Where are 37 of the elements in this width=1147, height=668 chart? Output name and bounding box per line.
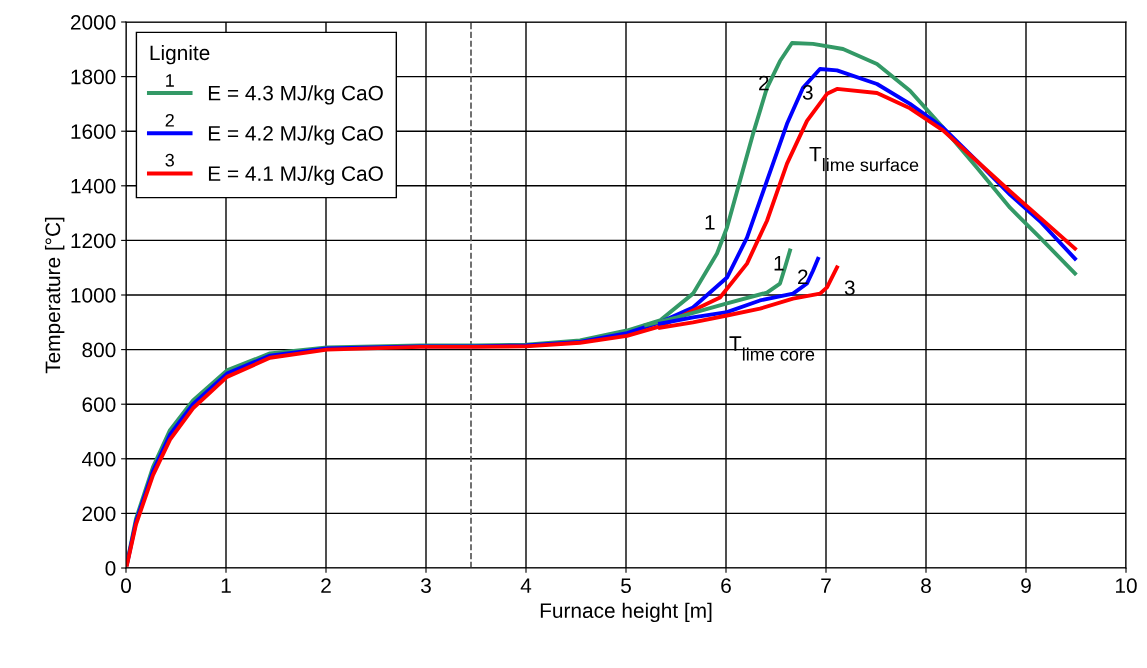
x-tick-label: 1: [221, 578, 231, 593]
annotation: 1: [166, 74, 174, 87]
x-tick-label: 2: [321, 578, 331, 593]
annotation: 2: [798, 269, 808, 285]
y-tick-label: 400: [82, 451, 116, 467]
y-tick-label: 1000: [71, 288, 116, 303]
y-tick-label: 1400: [71, 178, 116, 194]
legend-label: E = 4.1 MJ/kg CaO: [208, 165, 383, 186]
annotation: 2: [165, 113, 174, 127]
legend-label: E = 4.2 MJ/kg CaO: [208, 125, 383, 145]
annotation: 3: [802, 84, 813, 100]
x-tick-label: 8: [921, 578, 931, 594]
legend-title: Lignite: [150, 44, 210, 65]
y-tick-label: 200: [82, 506, 116, 522]
y-axis-title: Temperature [°C]: [44, 217, 65, 374]
y-tick-label: 1200: [71, 233, 116, 249]
x-axis-title: Furnace height [m]: [540, 602, 712, 623]
annotation: 3: [844, 280, 855, 296]
x-tick-label: 6: [721, 578, 731, 594]
annotation: 1: [774, 256, 784, 271]
x-tick-label: 4: [520, 578, 532, 593]
legend-label: E = 4.3 MJ/kg CaO: [208, 85, 383, 105]
y-tick-label: 1800: [71, 69, 116, 85]
x-tick-label: 7: [821, 578, 831, 593]
y-tick-label: 800: [82, 342, 116, 358]
y-tick-label: 600: [82, 397, 116, 412]
x-tick-label: 10: [1116, 578, 1137, 594]
annotation: 3: [165, 153, 174, 167]
annotation: Tlime core: [729, 336, 815, 361]
x-tick-label: 3: [421, 578, 431, 594]
y-tick-label: 0: [105, 561, 116, 576]
x-tick-label: 9: [1021, 578, 1031, 594]
y-tick-label: 1600: [71, 124, 116, 139]
annotation: 1: [705, 215, 715, 230]
x-tick-label: 5: [621, 578, 631, 594]
x-tick-label: 0: [121, 578, 131, 594]
y-tick-label: 2000: [70, 15, 116, 30]
